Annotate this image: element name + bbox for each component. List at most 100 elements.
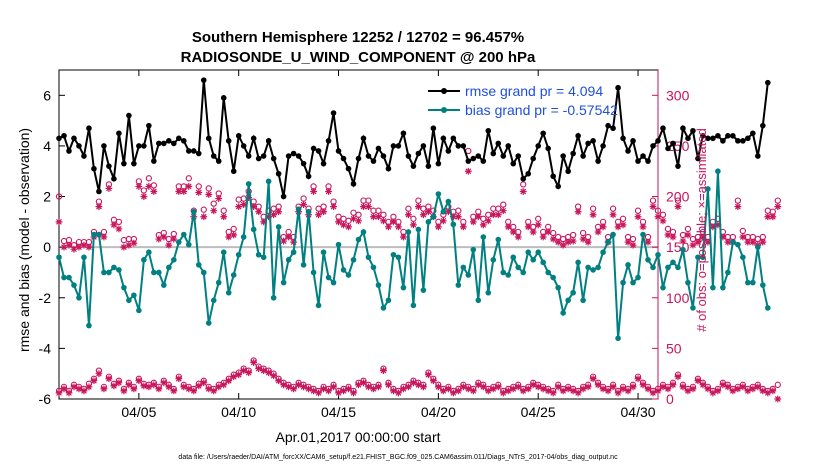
x-tick-label: 04/25 xyxy=(521,404,556,420)
obs-assimilated-marker xyxy=(719,233,727,241)
rmse-point xyxy=(445,148,452,154)
obs-assimilated-marker xyxy=(504,387,512,395)
obs-assimilated-marker xyxy=(724,383,732,391)
bias-point xyxy=(300,262,307,268)
bias-point xyxy=(570,289,576,296)
obs-possible-marker xyxy=(455,207,462,214)
rmse-point xyxy=(485,127,492,134)
bias-point xyxy=(56,254,62,261)
obs-possible-marker xyxy=(550,229,557,237)
x-tick-label: 04/15 xyxy=(321,404,356,420)
bias-point xyxy=(510,254,517,261)
obs-assimilated-marker xyxy=(434,383,442,391)
obs-assimilated-marker xyxy=(105,185,113,192)
bias-point xyxy=(620,279,626,286)
rmse-point xyxy=(400,130,407,137)
obs-assimilated-marker xyxy=(135,183,143,190)
obs-assimilated-marker xyxy=(210,387,218,395)
rmse-point xyxy=(530,155,537,162)
obs-assimilated-marker xyxy=(544,387,552,395)
obs-assimilated-marker xyxy=(484,217,492,225)
obs-assimilated-marker xyxy=(694,238,702,246)
obs-assimilated-marker xyxy=(310,188,317,195)
rmse-point xyxy=(430,125,437,132)
y-tick-label: 6 xyxy=(43,87,51,103)
obs-possible-marker xyxy=(654,207,662,214)
bias-point xyxy=(625,262,631,268)
obs-possible-marker xyxy=(115,218,123,225)
bias-point xyxy=(210,297,217,304)
rmse-point xyxy=(605,122,611,129)
rmse-point xyxy=(200,77,207,83)
rmse-point xyxy=(215,158,222,164)
y-tick-label: -6 xyxy=(39,391,52,407)
y-axis-right-label: # of obs: o=possible; ×=assimilated xyxy=(694,128,709,331)
obs-assimilated-marker xyxy=(509,385,517,393)
obs-assimilated-marker xyxy=(265,213,273,221)
obs-assimilated-marker xyxy=(375,383,382,391)
obs-assimilated-marker xyxy=(604,387,612,395)
bias-point xyxy=(485,289,492,296)
obs-assimilated-marker xyxy=(290,385,298,393)
bias-point xyxy=(545,269,551,276)
rmse-point xyxy=(570,150,576,157)
bias-point xyxy=(395,254,402,261)
obs-possible-marker xyxy=(739,227,747,235)
obs-assimilated-marker xyxy=(375,213,382,221)
obs-assimilated-marker xyxy=(340,221,347,229)
bias-point xyxy=(151,269,157,276)
obs-possible-marker xyxy=(569,231,577,239)
rmse-point xyxy=(490,150,497,157)
bias-point xyxy=(750,279,756,286)
obs-assimilated-marker xyxy=(544,228,552,236)
obs-assimilated-marker xyxy=(210,207,218,215)
bias-point xyxy=(405,229,412,235)
bias-point xyxy=(380,305,387,311)
rmse-point xyxy=(555,183,561,190)
obs-assimilated-marker xyxy=(714,387,722,395)
rmse-point xyxy=(350,181,357,187)
obs-assimilated-marker xyxy=(370,213,377,221)
bias-point xyxy=(81,254,87,261)
rmse-point xyxy=(355,155,362,162)
obs-assimilated-marker xyxy=(579,235,587,243)
obs-possible-marker xyxy=(230,225,237,233)
obs-assimilated-marker xyxy=(769,387,777,395)
bias-point xyxy=(136,307,142,314)
y-right-tick-label: 100 xyxy=(666,290,690,306)
bias-point xyxy=(61,274,67,281)
rmse-point xyxy=(310,145,317,152)
rmse-point xyxy=(195,150,202,157)
obs-assimilated-marker xyxy=(499,207,507,215)
bias-point xyxy=(680,246,686,253)
obs-assimilated-marker xyxy=(714,221,722,229)
obs-assimilated-marker xyxy=(230,231,238,239)
obs-assimilated-marker xyxy=(345,385,352,393)
bias-point xyxy=(705,186,711,192)
bias-point xyxy=(350,257,357,263)
rmse-point xyxy=(455,143,462,149)
bias-point xyxy=(330,279,337,286)
obs-assimilated-marker xyxy=(559,387,567,395)
bias-point xyxy=(710,284,716,291)
bias-point xyxy=(365,254,372,261)
rmse-point xyxy=(295,153,302,159)
bias-point xyxy=(295,206,302,212)
obs-assimilated-marker xyxy=(220,213,228,221)
obs-assimilated-marker xyxy=(290,238,298,246)
obs-assimilated-marker xyxy=(85,383,93,391)
obs-assimilated-marker xyxy=(190,387,198,395)
obs-possible-marker xyxy=(240,195,247,202)
rmse-point xyxy=(141,143,147,149)
rmse-point xyxy=(81,153,87,159)
bias-point xyxy=(131,292,137,299)
obs-assimilated-marker xyxy=(664,231,672,239)
obs-assimilated-marker xyxy=(155,235,163,243)
rmse-point xyxy=(161,140,167,147)
obs-assimilated-marker xyxy=(230,373,238,381)
rmse-point xyxy=(740,138,746,144)
obs-assimilated-marker xyxy=(449,213,457,221)
obs-assimilated-marker xyxy=(464,167,472,175)
obs-assimilated-marker xyxy=(140,382,148,390)
bias-point xyxy=(745,279,751,286)
